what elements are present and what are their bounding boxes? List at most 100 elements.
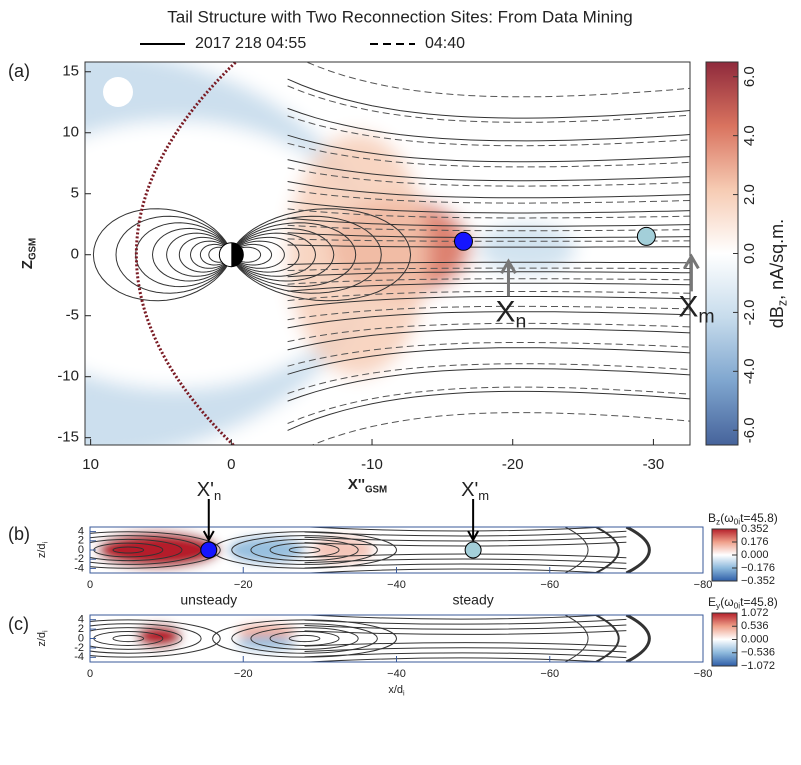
y-tick-label: -10 [57,368,79,385]
colorbar-tick-label: -4.0 [741,358,758,384]
reconnection-point [636,226,656,246]
annotation: Xm [678,290,714,327]
field-blob [583,224,668,274]
field [85,62,690,445]
field-line [230,232,317,277]
colorbar-title-part: (ω [720,511,733,525]
y-axis-label-sub: i [41,541,49,543]
field-line [287,390,690,431]
colorbar-tick-label: 0.352 [741,523,769,535]
contour [304,647,627,653]
colorbar-title-part: (ω [720,595,733,609]
contour [112,634,145,643]
y-tick-label: -2 [74,553,84,565]
contour [288,546,321,554]
boundary [135,62,239,445]
contour [304,558,627,564]
contour [625,615,651,662]
field-blob [287,132,429,377]
field-line [287,78,690,119]
field-line [287,311,690,329]
x-axis-label: X''GSM [348,476,387,495]
field-line-dashed [287,267,690,271]
x-tick-label: −20 [234,579,253,591]
y-tick-label: -15 [57,429,79,446]
color-field [85,62,690,445]
annotation: X'n [197,479,221,503]
colorbar [711,612,738,667]
title: Tail Structure with Two Reconnection Sit… [167,7,633,26]
y-tick-label: 4 [78,614,84,626]
x-tick-label: −60 [540,668,559,680]
colorbar-tick-label: −0.536 [741,647,775,659]
field-line [287,282,690,292]
reconnection-point [200,541,218,559]
colorbar-tick-label: 1.072 [741,607,769,619]
contour [564,615,589,662]
reconnection-point [464,541,482,559]
field-line [115,215,232,294]
x-tick-label: -30 [643,456,665,473]
colorbar-title-part: 0i [734,517,741,527]
y-axis-label-main: Z [19,260,36,269]
annotation: Xn [495,295,526,332]
field-line-dashed [305,62,690,98]
field-line [178,236,232,273]
y-tick-label: 2 [78,623,84,635]
contour [564,527,589,573]
x-tick-label: 0 [227,456,235,473]
colorbar-tick-label: 4.0 [741,125,758,146]
legend-label: 2017 218 04:55 [195,35,306,52]
field-line [287,296,690,309]
y-axis-label-sub: GSM [27,238,38,260]
plot-frame [84,61,691,446]
colorbar-tick-label: 0.176 [741,536,769,548]
field-line-dashed [287,386,690,424]
contour [304,563,627,570]
field-line [230,227,335,282]
field-line-dashed [287,142,690,168]
field-blob [97,531,221,569]
y-tick-label: 0 [78,632,84,644]
x-tick-label: −20 [234,668,253,680]
y-tick-label: -5 [66,307,79,324]
field-line-dashed [287,278,690,285]
panel-label: (b) [8,524,30,544]
y-tick-label: 0 [71,246,79,263]
y-axis-label: ZGSM [19,238,38,269]
field-line [92,208,232,302]
field-line [287,107,690,142]
colorbar-tick-label: 6.0 [741,66,758,87]
y-tick-label: 5 [71,185,79,202]
colorbar-title-part: E [708,595,716,609]
colorbar-title: Ey(ω0it=45.8) [708,595,778,611]
field-line-dashed [287,208,690,219]
x-tick-label: 10 [82,456,99,473]
note: unsteady [180,592,237,608]
field-line [287,261,690,265]
colorbar-tick-label: -6.0 [741,417,758,443]
contour [90,531,221,569]
x-tick-label: −80 [694,579,713,591]
contour [212,619,397,658]
annotation-main: X [678,290,698,323]
contour [90,627,183,650]
annotation-sub: n [214,488,221,503]
field-line [287,347,690,375]
field-line [287,368,690,402]
contour [269,542,340,558]
annotation: X'm [461,479,489,503]
field-line-dashed [287,342,690,367]
field-blob [235,636,297,651]
contour [231,623,378,654]
contour [304,657,614,662]
x-axis-label-sub: GSM [365,484,387,495]
field-line [166,232,232,277]
colorbar-tick-label: −1.072 [741,660,775,672]
y-tick-label: -4 [74,651,84,663]
contour [90,538,183,562]
contour [304,530,627,537]
colorbar-title-part: 0i [734,601,741,611]
field-line [230,208,412,302]
y-tick-label: -2 [74,642,84,654]
